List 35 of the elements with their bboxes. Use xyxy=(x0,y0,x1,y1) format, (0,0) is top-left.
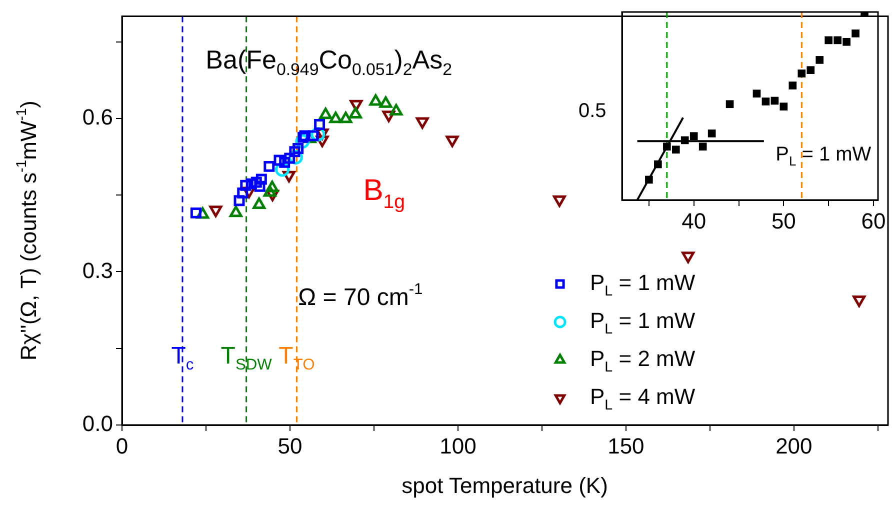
x-tick-label: 40 xyxy=(682,208,706,234)
point xyxy=(852,30,860,38)
point xyxy=(816,56,824,64)
point xyxy=(680,136,689,144)
point xyxy=(654,160,662,168)
x-tick-label: 150 xyxy=(608,433,644,458)
point xyxy=(834,36,842,44)
point xyxy=(780,102,788,110)
x-tick-label: 50 xyxy=(278,433,302,458)
point xyxy=(645,176,653,184)
point xyxy=(672,146,680,154)
point xyxy=(690,132,698,140)
y-tick-label: 0.6 xyxy=(82,104,113,130)
point xyxy=(842,38,850,46)
x-axis-title: spot Temperature (K) xyxy=(402,473,608,498)
point xyxy=(726,100,734,108)
x-tick-label: 50 xyxy=(771,208,796,234)
y-tick-label: 0.0 xyxy=(82,411,113,436)
x-tick-label: 60 xyxy=(861,208,886,234)
point xyxy=(752,90,761,98)
point xyxy=(770,96,779,105)
y-tick-label: 0.3 xyxy=(82,258,113,283)
point xyxy=(788,82,797,90)
point xyxy=(824,36,833,44)
point xyxy=(798,70,806,78)
point xyxy=(698,142,707,151)
x-tick-label: 200 xyxy=(776,433,812,458)
point xyxy=(663,142,671,151)
point xyxy=(762,98,770,106)
point xyxy=(708,130,716,138)
point xyxy=(806,66,815,74)
x-tick-label: 100 xyxy=(440,433,476,458)
x-tick-label: 0 xyxy=(116,433,128,458)
annotation: 0.5 xyxy=(578,100,606,122)
y-axis-title: Rχ''(Ω, T) (counts s-1mW-1) xyxy=(14,100,42,361)
